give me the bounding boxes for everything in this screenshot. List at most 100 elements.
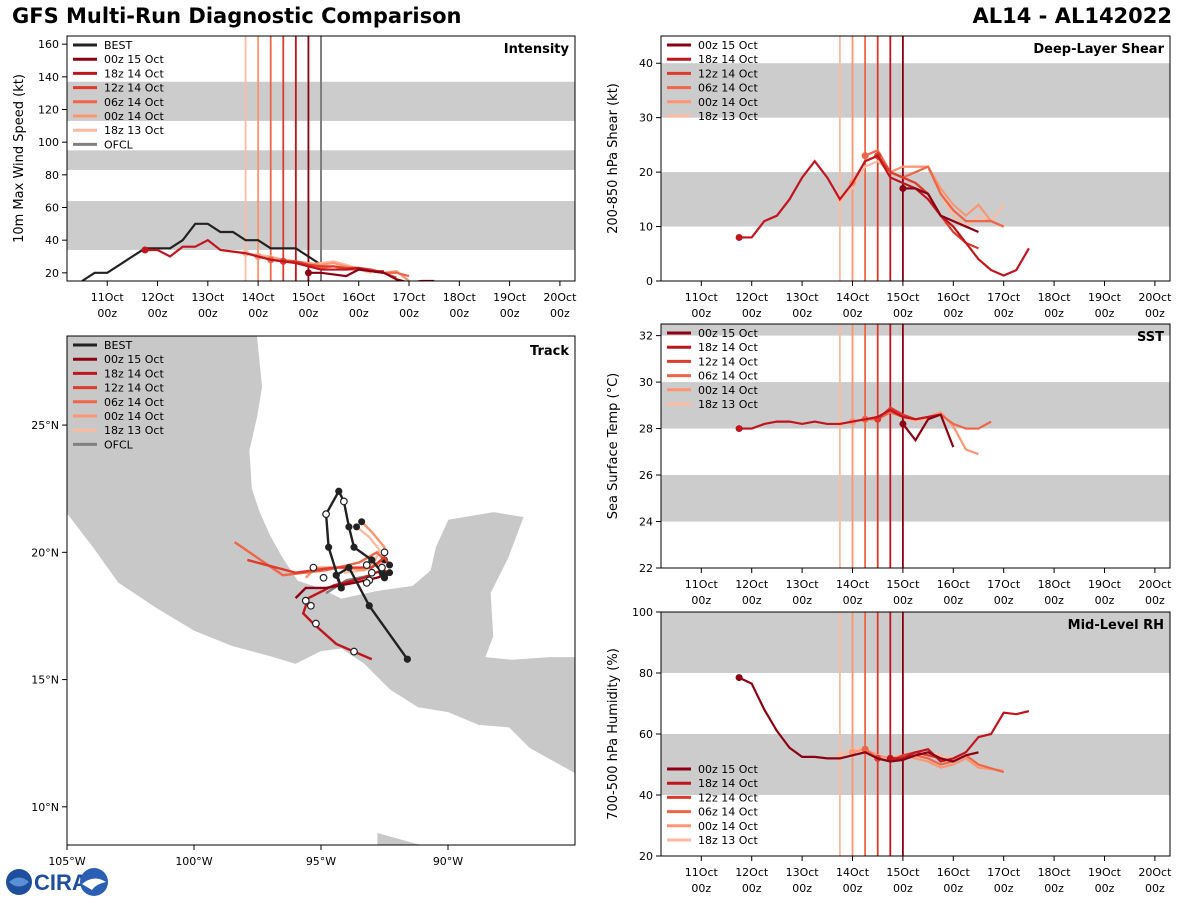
- x-tick-label: 11Oct: [685, 578, 719, 591]
- open-track-marker: [380, 548, 389, 557]
- legend-label: 00z 15 Oct: [698, 39, 758, 52]
- open-track-marker: [306, 601, 315, 610]
- x-tick-sublabel: 00z: [792, 594, 812, 607]
- legend-label: 18z 13 Oct: [104, 424, 164, 437]
- open-track-marker: [309, 563, 318, 572]
- legend-item: 18z 13 Oct: [667, 398, 758, 411]
- x-tick-label: 12Oct: [735, 866, 769, 879]
- y-tick-label: 32: [639, 330, 653, 343]
- x-tick-label: 16Oct: [937, 291, 971, 304]
- y-axis-label: 200-850 hPa Shear (kt): [606, 83, 621, 234]
- x-tick-label: 20Oct: [1138, 291, 1172, 304]
- legend-item: 00z 15 Oct: [73, 353, 164, 366]
- y-tick-label: 10: [639, 221, 653, 234]
- legend-label: 00z 14 Oct: [104, 410, 164, 423]
- legend-item: 18z 14 Oct: [667, 53, 758, 66]
- track-start-point: [358, 518, 366, 526]
- x-tick-label: 19Oct: [493, 291, 527, 304]
- x-tick-sublabel: 00z: [449, 307, 469, 320]
- x-tick-sublabel: 00z: [550, 307, 570, 320]
- x-tick-label: 14Oct: [836, 291, 870, 304]
- x-tick-label: 19Oct: [1088, 291, 1122, 304]
- legend-label: 00z 14 Oct: [698, 820, 758, 833]
- x-tick-sublabel: 00z: [500, 307, 520, 320]
- legend-item: 00z 15 Oct: [73, 53, 164, 66]
- series-line: [144, 238, 384, 273]
- model-track: [247, 555, 391, 574]
- legend-label: 12z 14 Oct: [698, 791, 758, 804]
- series-line: [308, 268, 435, 281]
- y-axis-label: Sea Surface Temp (°C): [606, 373, 621, 520]
- legend-item: 18z 13 Oct: [667, 110, 758, 123]
- panel-intensity: 20 40 60 80 100 120 140 160 11Oct 00z 12Oct 00z 13Oc…: [12, 35, 577, 320]
- legend-item: 06z 14 Oct: [73, 96, 164, 109]
- series-line: [852, 748, 1004, 772]
- x-tick-sublabel: 00z: [349, 307, 369, 320]
- storm-id: AL14 - AL142022: [972, 4, 1173, 28]
- lat-tick-label: 15°N: [31, 674, 59, 687]
- y-tick-label: 40: [639, 789, 653, 802]
- x-tick-sublabel: 00z: [1145, 307, 1165, 320]
- y-tick-label: 22: [639, 562, 653, 575]
- plot-area: [661, 324, 1170, 568]
- y-tick-label: 30: [639, 112, 653, 125]
- y-tick-label: 60: [45, 202, 59, 215]
- legend-label: 06z 14 Oct: [698, 806, 758, 819]
- legend-label: 06z 14 Oct: [698, 82, 758, 95]
- legend-label: 18z 13 Oct: [698, 110, 758, 123]
- open-track-marker: [339, 497, 348, 506]
- series-start-point: [899, 184, 907, 192]
- shaded-band: [661, 612, 1170, 673]
- legend-item: 00z 15 Oct: [667, 763, 758, 776]
- legend-label: 18z 14 Oct: [104, 367, 164, 380]
- x-tick-label: 13Oct: [786, 291, 820, 304]
- x-tick-label: 17Oct: [987, 866, 1021, 879]
- x-tick-sublabel: 00z: [1095, 594, 1115, 607]
- x-tick-label: 15Oct: [886, 866, 920, 879]
- legend-label: 00z 14 Oct: [104, 110, 164, 123]
- legend-label: 00z 14 Oct: [698, 96, 758, 109]
- legend-label: BEST: [104, 39, 132, 52]
- y-tick-label: 120: [38, 104, 59, 117]
- legend-item: 00z 14 Oct: [73, 410, 164, 423]
- plot-area: [661, 36, 1170, 281]
- x-tick-label: 16Oct: [342, 291, 376, 304]
- legend-label: 18z 14 Oct: [104, 67, 164, 80]
- x-tick-label: 12Oct: [141, 291, 175, 304]
- x-tick-label: 18Oct: [1038, 866, 1072, 879]
- open-track-marker: [362, 578, 371, 587]
- map-area: [67, 336, 575, 845]
- plot-area: [661, 612, 1170, 856]
- x-tick-sublabel: 00z: [1044, 594, 1064, 607]
- y-axis-label: 10m Max Wind Speed (kt): [12, 74, 27, 243]
- legend-item: 12z 14 Oct: [73, 82, 164, 95]
- best-track-point: [335, 487, 343, 495]
- best-track-point: [337, 584, 345, 592]
- legend-label: 00z 15 Oct: [698, 763, 758, 776]
- series-start-point: [141, 246, 149, 254]
- legend-item: 18z 13 Oct: [667, 834, 758, 847]
- x-tick-sublabel: 00z: [691, 882, 711, 895]
- x-tick-sublabel: 00z: [792, 307, 812, 320]
- x-tick-sublabel: 00z: [893, 307, 913, 320]
- x-tick-sublabel: 00z: [994, 882, 1014, 895]
- x-tick-label: 11Oct: [685, 866, 719, 879]
- legend-item: 00z 15 Oct: [667, 39, 758, 52]
- lat-tick-label: 25°N: [31, 419, 59, 432]
- land-polygon: [67, 336, 575, 775]
- legend-label: 12z 14 Oct: [698, 355, 758, 368]
- plot-area: [67, 36, 575, 281]
- open-track-marker: [362, 561, 371, 569]
- legend-label: 00z 15 Oct: [104, 53, 164, 66]
- best-track-point: [365, 602, 373, 610]
- x-tick-sublabel: 00z: [299, 307, 319, 320]
- legend-item: OFCL: [73, 138, 134, 151]
- y-tick-label: 20: [639, 850, 653, 863]
- y-tick-label: 0: [646, 275, 653, 288]
- series-start-point: [735, 674, 743, 682]
- x-tick-sublabel: 00z: [893, 882, 913, 895]
- legend-label: OFCL: [104, 438, 134, 451]
- best-track-point: [350, 543, 358, 551]
- x-tick-label: 14Oct: [836, 578, 870, 591]
- x-tick-label: 18Oct: [1038, 578, 1072, 591]
